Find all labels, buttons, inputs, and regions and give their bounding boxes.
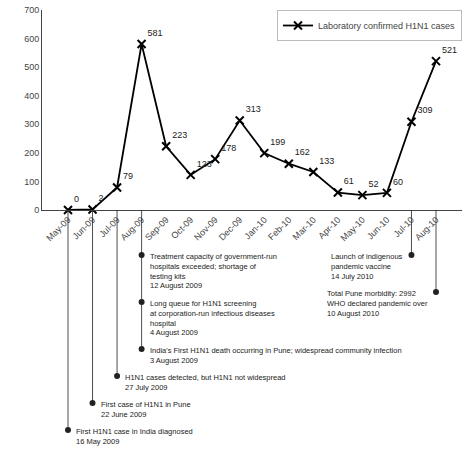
svg-text:162: 162 <box>295 147 310 157</box>
svg-text:Mar-10: Mar-10 <box>291 215 318 242</box>
svg-text:0: 0 <box>34 205 39 215</box>
svg-text:Oct-09: Oct-09 <box>169 215 195 241</box>
svg-text:Dec-09: Dec-09 <box>217 215 245 243</box>
svg-text:Total Pune morbidity: 2992WHO: Total Pune morbidity: 2992WHO declared p… <box>327 289 428 318</box>
svg-text:Aug-09: Aug-09 <box>119 215 147 243</box>
svg-text:123: 123 <box>197 159 212 169</box>
svg-text:Jul-10: Jul-10 <box>392 215 416 239</box>
svg-text:309: 309 <box>417 105 432 115</box>
svg-text:313: 313 <box>246 104 261 114</box>
svg-text:199: 199 <box>270 137 285 147</box>
svg-text:178: 178 <box>221 143 236 153</box>
svg-text:60: 60 <box>393 177 403 187</box>
svg-text:52: 52 <box>368 179 378 189</box>
svg-text:May-10: May-10 <box>339 215 367 243</box>
svg-text:2: 2 <box>99 193 104 203</box>
svg-text:First H1N1 case in India diagn: First H1N1 case in India diagnosed16 May… <box>76 427 193 446</box>
svg-text:500: 500 <box>24 62 39 72</box>
svg-text:200: 200 <box>24 148 39 158</box>
svg-text:Nov-09: Nov-09 <box>192 215 220 243</box>
svg-text:Feb-10: Feb-10 <box>266 215 293 242</box>
svg-text:Launch of indigenouspandemic v: Launch of indigenouspandemic vaccine14 J… <box>331 252 403 281</box>
svg-text:Aug-10: Aug-10 <box>413 215 441 243</box>
svg-text:Jun-09: Jun-09 <box>71 215 98 242</box>
svg-text:0: 0 <box>74 194 79 204</box>
svg-text:100: 100 <box>24 177 39 187</box>
svg-text:Sep-09: Sep-09 <box>143 215 171 243</box>
svg-text:Jun-10: Jun-10 <box>365 215 392 242</box>
svg-text:223: 223 <box>172 130 187 140</box>
svg-text:79: 79 <box>123 171 133 181</box>
svg-text:Laboratory confirmed H1N1 case: Laboratory confirmed H1N1 cases <box>318 21 455 31</box>
svg-text:400: 400 <box>24 91 39 101</box>
svg-text:Treatment capacity of governme: Treatment capacity of government-runhosp… <box>150 252 277 290</box>
svg-text:581: 581 <box>148 28 163 38</box>
svg-text:61: 61 <box>344 176 354 186</box>
svg-text:First case of H1N1 in Pune22 J: First case of H1N1 in Pune22 June 2009 <box>101 400 191 419</box>
svg-text:521: 521 <box>442 45 457 55</box>
svg-text:700: 700 <box>24 5 39 15</box>
svg-text:600: 600 <box>24 34 39 44</box>
svg-text:Jan-10: Jan-10 <box>242 215 269 242</box>
svg-text:300: 300 <box>24 119 39 129</box>
svg-text:Long queue for H1N1 screeninga: Long queue for H1N1 screeningat corporat… <box>150 299 275 337</box>
svg-text:133: 133 <box>319 156 334 166</box>
svg-text:Jul-09: Jul-09 <box>97 215 121 239</box>
svg-text:India's First H1N1 death occur: India's First H1N1 death occurring in Pu… <box>150 346 402 365</box>
svg-text:H1N1 cases detected, but H1N1: H1N1 cases detected, but H1N1 not widesp… <box>125 373 286 392</box>
svg-text:Apr-10: Apr-10 <box>316 215 342 241</box>
svg-text:May-09: May-09 <box>44 215 72 243</box>
